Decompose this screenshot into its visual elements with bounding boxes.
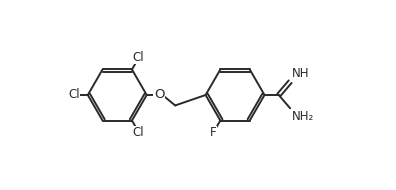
Text: Cl: Cl [133, 126, 145, 139]
Text: NH₂: NH₂ [292, 110, 314, 123]
Text: F: F [210, 126, 217, 139]
Text: O: O [154, 89, 164, 101]
Text: Cl: Cl [133, 51, 145, 64]
Text: NH: NH [292, 67, 310, 80]
Text: Cl: Cl [69, 89, 80, 101]
